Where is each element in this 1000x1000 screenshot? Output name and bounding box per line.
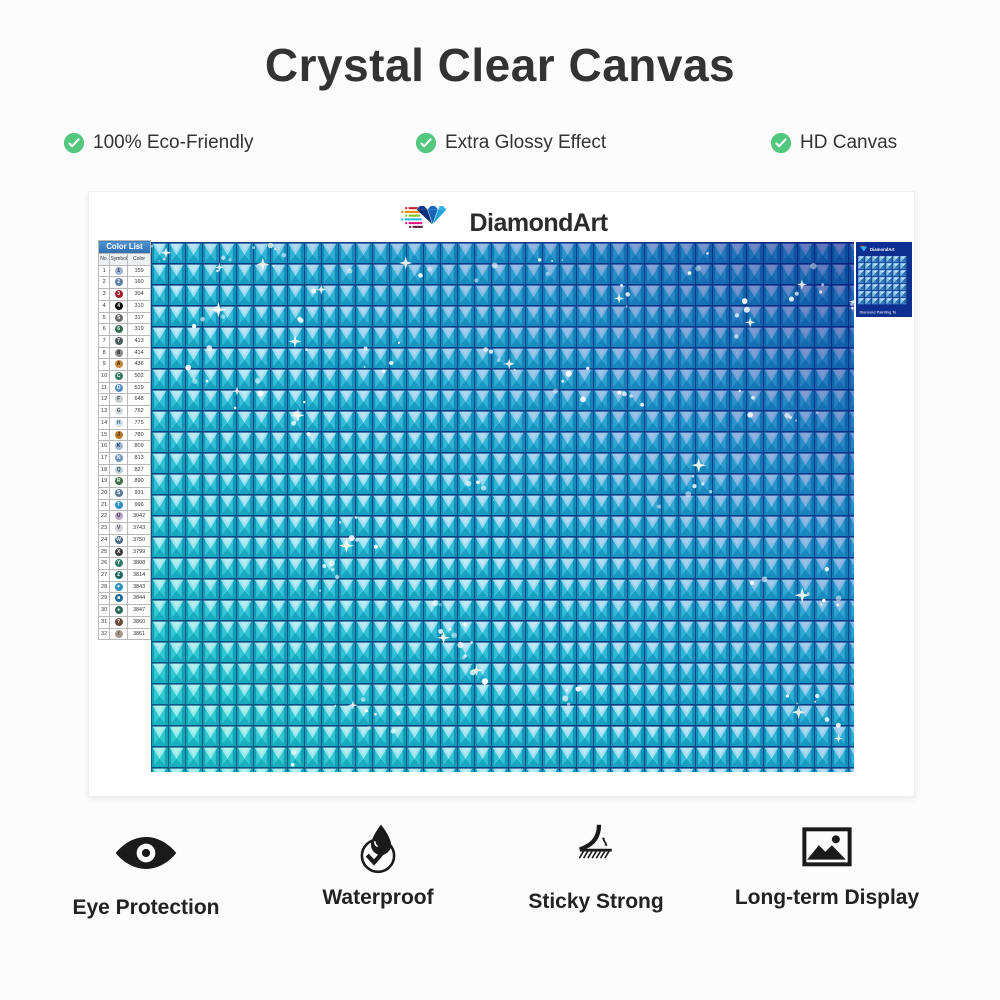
- svg-text:DiamondArt: DiamondArt: [870, 247, 895, 252]
- svg-text:Diamond Painting Te: Diamond Painting Te: [860, 310, 898, 315]
